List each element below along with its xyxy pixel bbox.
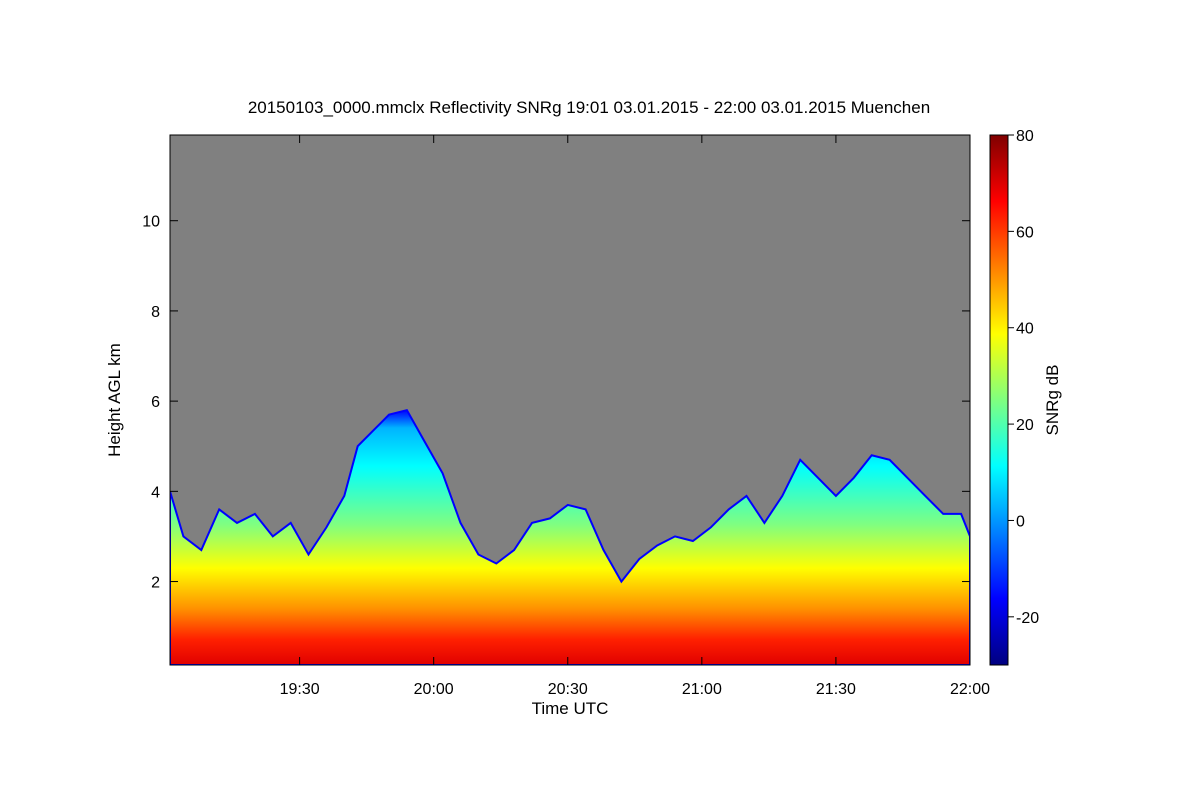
y-tick-label: 4 [151,484,160,501]
x-axis-label: Time UTC [532,699,609,718]
y-tick-label: 2 [151,575,160,592]
colorbar-tick-label: -20 [1016,610,1039,627]
y-tick-label: 8 [151,304,160,321]
echo-layer [170,408,970,665]
x-tick-label: 20:30 [548,681,588,698]
x-tick-label: 19:30 [280,681,320,698]
colorbar-tick-label: 40 [1016,321,1034,338]
y-tick-label: 10 [142,214,160,231]
colorbar-axis: -20 0 20 40 60 80 [1008,128,1039,627]
echo-region [170,408,970,665]
x-tick-label: 20:00 [414,681,454,698]
colorbar-tick-label: 80 [1016,128,1034,145]
y-axis-label: Height AGL km [105,343,124,457]
x-tick-label: 21:30 [816,681,856,698]
x-axis: 19:30 20:00 20:30 21:00 21:30 22:00 [280,135,990,698]
colorbar-tick-label: 20 [1016,417,1034,434]
colorbar [989,134,1009,666]
colorbar-tick-label: 60 [1016,224,1034,241]
chart-title: 20150103_0000.mmclx Reflectivity SNRg 19… [248,98,930,117]
colorbar-label: SNRg dB [1043,365,1062,436]
plot-frame [169,134,971,666]
x-tick-label: 22:00 [950,681,990,698]
colorbar-tick-label: 0 [1016,513,1025,530]
y-tick-label: 6 [151,394,160,411]
y-axis: 2 4 6 8 10 [142,214,970,592]
x-tick-label: 21:00 [682,681,722,698]
